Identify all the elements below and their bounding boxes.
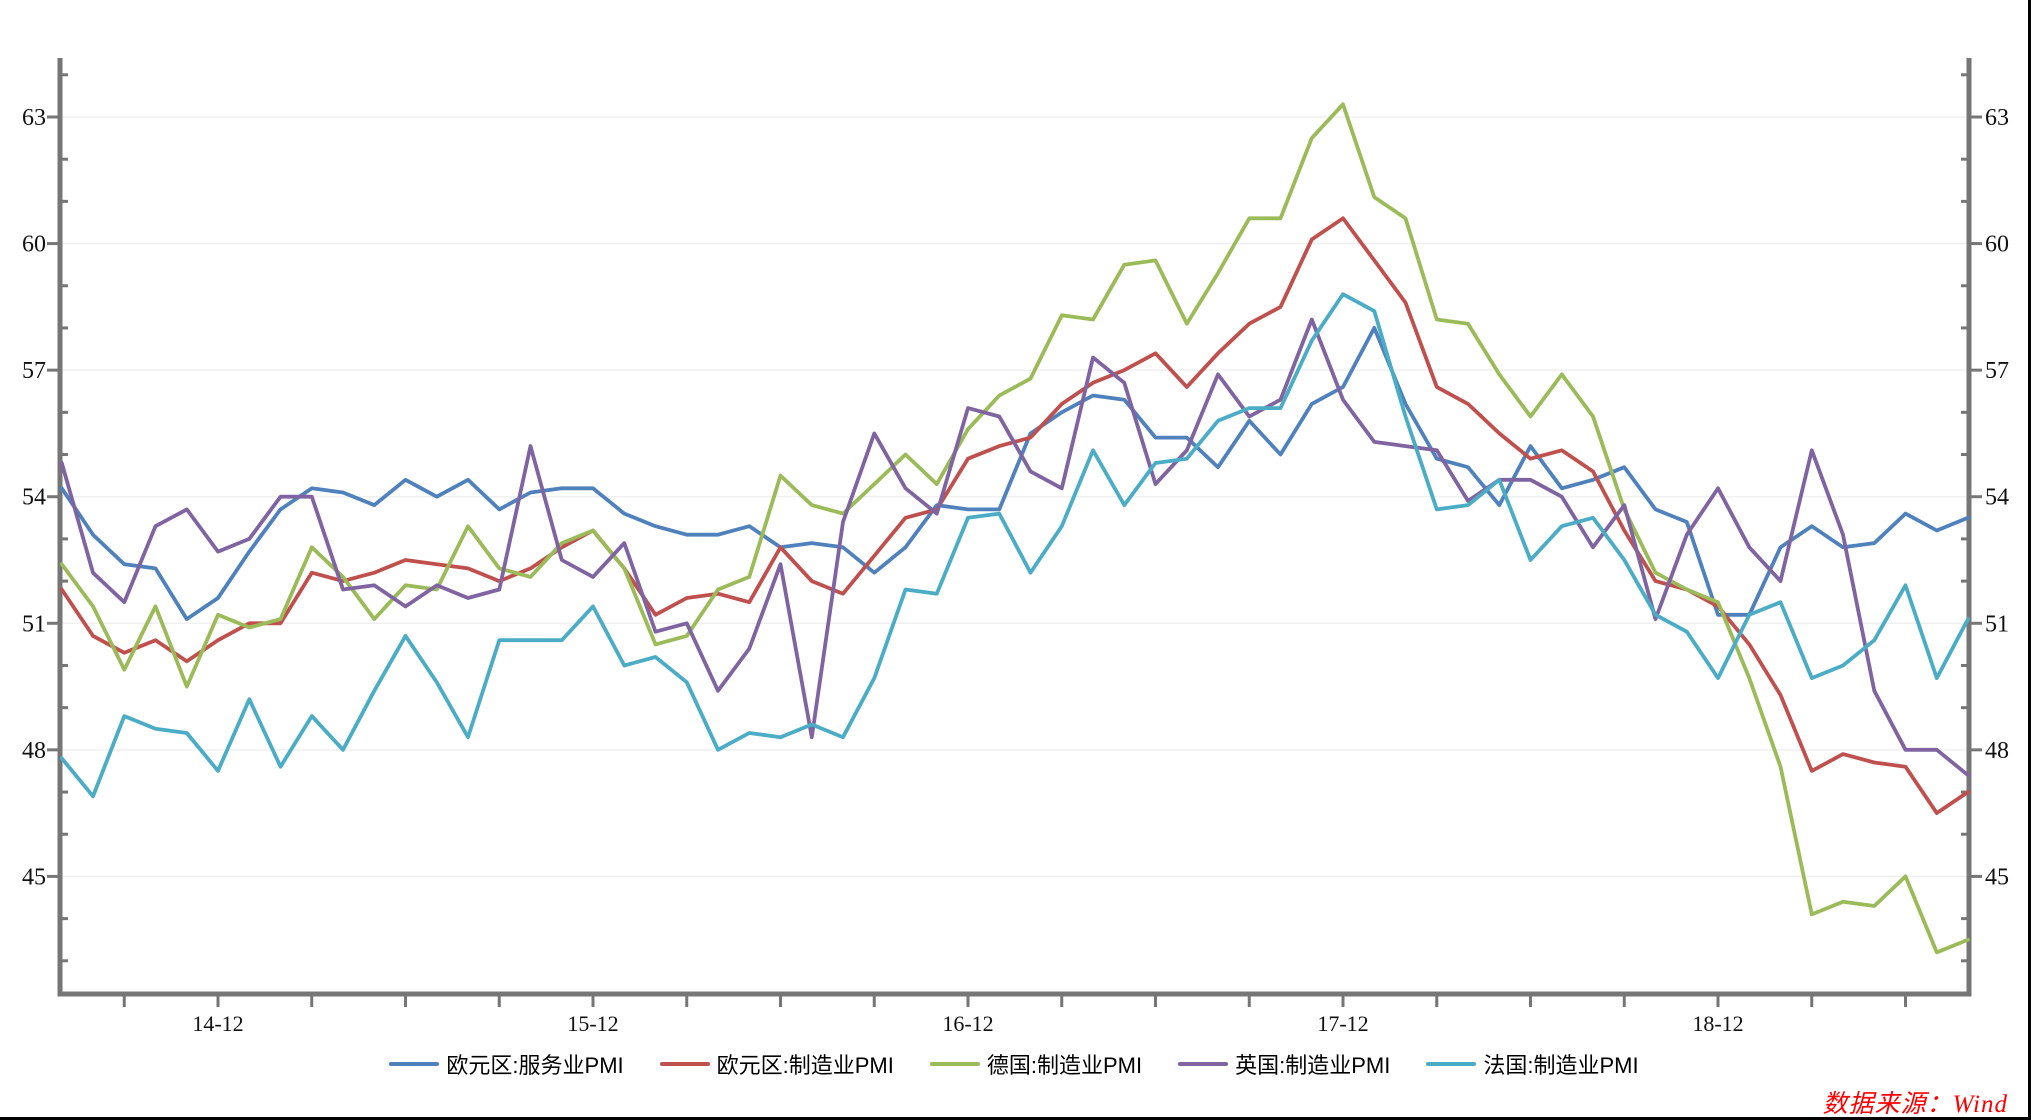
legend-item-france-manufacturing-pmi[interactable]: 法国:制造业PMI — [1426, 1048, 1639, 1080]
y-axis-tick-label-left: 57 — [22, 358, 46, 384]
series-line-eurozone-manufacturing-pmi — [59, 216, 1970, 815]
y-axis-tick-label-right: 63 — [1985, 105, 2009, 131]
x-axis-tick-label: 17-12 — [1317, 1011, 1368, 1036]
series-line-germany-manufacturing-pmi — [59, 102, 1970, 955]
y-axis-tick-label-right: 48 — [1985, 738, 2009, 764]
series-line-eurozone-services-pmi — [59, 326, 1970, 621]
legend-item-uk-manufacturing-pmi[interactable]: 英国:制造业PMI — [1178, 1048, 1390, 1080]
legend-line-swatch — [929, 1062, 980, 1066]
series-line-uk-manufacturing-pmi — [59, 317, 1970, 778]
y-axis-tick-label-right: 45 — [1985, 864, 2009, 890]
y-axis-tick-label-left: 51 — [22, 611, 46, 637]
y-axis-tick-label-left: 60 — [22, 232, 46, 258]
y-axis-tick-label-right: 57 — [1985, 358, 2009, 384]
legend-line-swatch — [659, 1062, 710, 1066]
legend-label: 欧元区:服务业PMI — [446, 1053, 624, 1078]
y-axis-tick-label-left: 54 — [22, 485, 46, 511]
legend-line-swatch — [1178, 1062, 1229, 1066]
legend-item-eurozone-manufacturing-pmi[interactable]: 欧元区:制造业PMI — [659, 1048, 894, 1080]
x-axis-tick-label: 16-12 — [942, 1011, 993, 1036]
legend-label: 英国:制造业PMI — [1235, 1053, 1391, 1078]
y-axis-tick-label-left: 48 — [22, 738, 46, 764]
legend-label: 欧元区:制造业PMI — [716, 1053, 894, 1078]
x-axis-tick-label: 15-12 — [567, 1011, 618, 1036]
y-axis-tick-label-right: 54 — [1985, 485, 2009, 511]
legend-line-swatch — [1426, 1062, 1477, 1066]
x-axis-tick-label: 18-12 — [1692, 1011, 1743, 1036]
legend-label: 德国:制造业PMI — [986, 1053, 1143, 1078]
chart-legend: 欧元区:服务业PMI 欧元区:制造业PMI 德国:制造业PMI 英国:制造业PM… — [0, 1048, 2028, 1080]
y-axis-tick-label-right: 60 — [1985, 232, 2009, 258]
series-line-france-manufacturing-pmi — [59, 292, 1970, 799]
y-axis-tick-label-left: 63 — [22, 105, 46, 131]
data-source-note: 数据来源：Wind — [1822, 1091, 2008, 1118]
y-axis-tick-label-right: 51 — [1985, 611, 2009, 637]
legend-label: 法国:制造业PMI — [1483, 1053, 1639, 1078]
legend-line-swatch — [389, 1062, 440, 1066]
legend-item-eurozone-services-pmi[interactable]: 欧元区:服务业PMI — [389, 1048, 624, 1080]
y-axis-tick-label-left: 45 — [22, 864, 46, 890]
legend-item-germany-manufacturing-pmi[interactable]: 德国:制造业PMI — [929, 1048, 1143, 1080]
x-axis-tick-label: 14-12 — [192, 1011, 243, 1036]
